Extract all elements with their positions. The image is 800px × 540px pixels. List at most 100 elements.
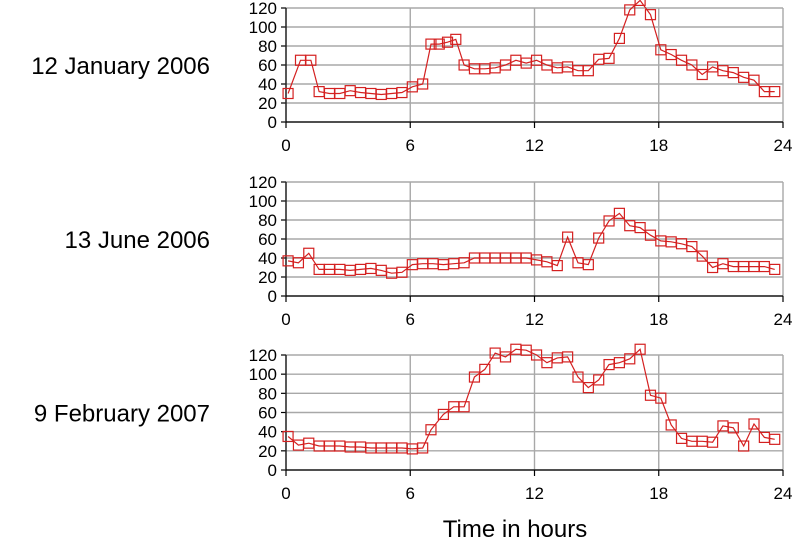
y-tick-label: 80	[258, 37, 277, 56]
data-point	[655, 392, 667, 404]
data-point	[613, 207, 626, 219]
data-point	[282, 430, 294, 443]
x-tick-label: 0	[281, 484, 290, 503]
data-point	[769, 85, 781, 98]
y-tick-label: 20	[258, 442, 277, 461]
data-point	[582, 65, 594, 77]
data-point	[396, 86, 408, 99]
y-tick-label: 0	[268, 461, 277, 480]
data-point	[624, 353, 636, 365]
data-point	[696, 250, 708, 262]
data-point	[499, 351, 512, 363]
data-point	[582, 259, 594, 271]
data-point	[769, 263, 781, 275]
x-tick-label: 18	[649, 136, 668, 155]
data-point	[686, 241, 698, 253]
data-point	[665, 419, 677, 431]
x-tick-label: 24	[774, 484, 793, 503]
y-tick-label: 60	[258, 56, 277, 75]
panel-label: 9 February 2007	[34, 401, 210, 428]
data-point	[706, 436, 719, 448]
data-point	[282, 87, 294, 100]
data-point	[433, 38, 445, 50]
x-tick-label: 24	[774, 310, 793, 329]
data-point	[634, 343, 646, 355]
y-tick-label: 100	[249, 365, 277, 384]
data-point	[769, 433, 781, 445]
y-tick-label: 0	[268, 287, 277, 306]
x-tick-label: 6	[406, 136, 415, 155]
data-point	[748, 74, 760, 86]
data-point	[593, 232, 605, 244]
data-point	[530, 349, 543, 361]
y-tick-label: 80	[258, 384, 277, 403]
x-tick-label: 0	[281, 310, 290, 329]
y-tick-label: 100	[249, 192, 277, 211]
y-tick-label: 120	[249, 0, 277, 18]
x-tick-label: 18	[649, 484, 668, 503]
data-point	[634, 0, 646, 7]
y-tick-label: 40	[258, 423, 277, 442]
data-point	[748, 418, 760, 430]
data-point	[727, 422, 739, 434]
y-tick-label: 20	[258, 94, 277, 113]
data-point	[396, 266, 408, 278]
data-point	[479, 363, 491, 375]
y-tick-label: 40	[258, 249, 277, 268]
data-point	[613, 32, 626, 45]
panel-label: 12 January 2006	[31, 53, 210, 80]
x-tick-label: 6	[406, 310, 415, 329]
data-point	[292, 257, 305, 269]
y-tick-label: 20	[258, 268, 277, 287]
data-point	[634, 222, 646, 234]
x-tick-label: 0	[281, 136, 290, 155]
y-tick-label: 60	[258, 230, 277, 249]
data-point	[644, 229, 657, 241]
data-point	[305, 54, 317, 66]
data-point	[572, 371, 584, 383]
data-point	[437, 408, 449, 421]
y-tick-label: 80	[258, 211, 277, 230]
data-point	[425, 424, 437, 436]
data-point	[303, 247, 315, 259]
data-point	[644, 9, 657, 21]
data-point	[624, 4, 636, 16]
data-point	[417, 78, 429, 90]
data-point	[603, 52, 615, 64]
data-point	[686, 59, 698, 71]
x-tick-label: 12	[525, 310, 544, 329]
x-tick-label: 24	[774, 136, 793, 155]
data-point	[562, 351, 574, 363]
data-point	[665, 48, 677, 61]
panel-label: 13 June 2006	[65, 227, 210, 254]
x-tick-label: 12	[525, 136, 544, 155]
data-point	[425, 38, 437, 50]
y-tick-label: 60	[258, 404, 277, 423]
data-point	[562, 231, 574, 243]
x-axis-title: Time in hours	[443, 516, 588, 540]
data-point	[603, 215, 615, 227]
data-point	[593, 374, 605, 386]
data-point	[458, 401, 470, 413]
y-tick-label: 100	[249, 18, 277, 37]
data-point	[551, 260, 563, 272]
data-point	[582, 381, 594, 394]
data-point	[441, 36, 454, 48]
data-point	[468, 371, 481, 383]
x-tick-label: 6	[406, 484, 415, 503]
series-line	[287, 0, 775, 96]
x-tick-label: 12	[525, 484, 544, 503]
y-tick-label: 0	[268, 113, 277, 132]
y-tick-label: 120	[249, 346, 277, 365]
data-point	[450, 33, 462, 45]
x-tick-label: 18	[649, 310, 668, 329]
data-point	[417, 442, 429, 454]
y-tick-label: 120	[249, 173, 277, 192]
series-line	[287, 348, 775, 450]
data-point	[696, 68, 708, 81]
data-point	[738, 440, 750, 452]
